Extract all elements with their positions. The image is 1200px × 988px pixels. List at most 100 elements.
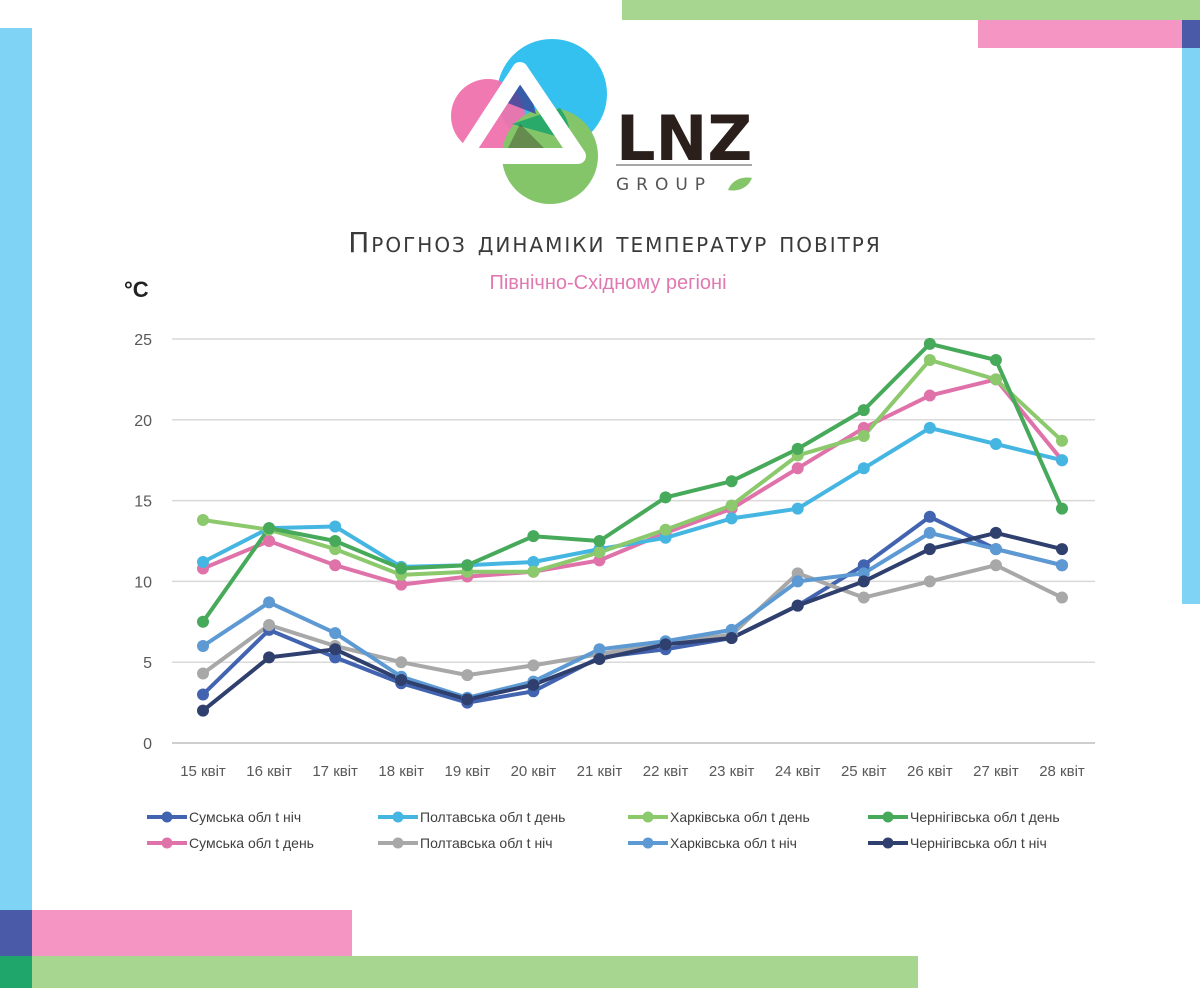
data-point [1056, 543, 1068, 556]
x-tick-label: 26 квіт [907, 763, 953, 780]
data-point [1056, 502, 1068, 515]
data-point [1056, 434, 1068, 447]
data-point [329, 643, 342, 656]
x-tick-label: 21 квіт [577, 763, 623, 780]
data-point [989, 526, 1002, 539]
legend-label: Сумська обл t день [189, 835, 314, 851]
data-point [923, 421, 936, 434]
y-tick-label: 15 [134, 494, 152, 511]
data-point [725, 475, 738, 488]
x-tick-label: 23 квіт [709, 763, 755, 780]
legend-entry: Полтавська обл t ніч [378, 835, 553, 851]
x-tick-label: 27 квіт [973, 763, 1019, 780]
decor-left-teal-square [0, 956, 32, 988]
lnz-group-logo: LNZ GROUP [451, 39, 752, 204]
legend-label: Полтавська обл t день [420, 809, 565, 825]
data-point [989, 438, 1002, 451]
x-tick-label: 17 квіт [312, 763, 358, 780]
legend-label: Чернігівська обл t день [910, 809, 1060, 825]
decor-right-blue-band [1182, 48, 1200, 604]
data-point [461, 693, 474, 706]
chart-title: Прогноз динаміки температур повітря [348, 226, 882, 259]
x-tick-label: 16 квіт [246, 763, 292, 780]
data-point [1056, 559, 1068, 572]
x-tick-label: 28 квіт [1039, 763, 1085, 780]
legend-entry: Сумська обл t ніч [147, 809, 301, 825]
legend-entry: Харківська обл t день [628, 809, 810, 825]
data-point [395, 578, 408, 591]
y-tick-label: 20 [134, 413, 152, 430]
data-point [593, 546, 606, 559]
legend-marker [392, 837, 404, 849]
decor-top-green-band [622, 0, 1182, 20]
legend-entry: Харківська обл t ніч [628, 835, 797, 851]
data-point [395, 656, 408, 669]
data-point [857, 404, 870, 417]
data-point [527, 659, 540, 672]
data-point [329, 627, 342, 640]
data-point [725, 499, 738, 512]
legend-marker [882, 837, 894, 849]
data-point [593, 643, 606, 656]
data-point [527, 556, 540, 569]
legend-label: Сумська обл t ніч [189, 809, 301, 825]
legend-entry: Чернігівська обл t ніч [868, 835, 1047, 851]
data-point [1056, 591, 1068, 604]
y-tick-label: 0 [143, 736, 152, 753]
decor-top-navy-square [1182, 20, 1200, 48]
series-line [202, 425, 1063, 569]
legend-label: Харківська обл t день [670, 809, 810, 825]
data-point [923, 575, 936, 588]
data-point [989, 373, 1002, 386]
data-point [857, 575, 870, 588]
data-point [197, 667, 209, 680]
data-point [395, 562, 408, 575]
data-point [923, 389, 936, 402]
legend-marker [642, 837, 654, 849]
series-line [202, 377, 1064, 587]
data-point [593, 535, 606, 547]
decor-bottom-pink-band [32, 910, 352, 956]
data-point [725, 512, 738, 525]
data-point [1056, 454, 1068, 467]
data-point [197, 615, 209, 628]
chart-subtitle: Північно-Східному регіоні [489, 272, 727, 294]
series-line [202, 358, 1064, 577]
data-point [659, 638, 672, 651]
legend-label: Чернігівська обл t ніч [910, 835, 1047, 851]
data-point [527, 678, 540, 691]
data-point [527, 530, 540, 543]
data-point [791, 442, 804, 455]
x-tick-label: 18 квіт [378, 763, 424, 780]
data-point [197, 513, 209, 526]
y-tick-label: 25 [134, 332, 152, 349]
decor-top-green-square [1182, 0, 1200, 20]
legend-label: Харківська обл t ніч [670, 835, 797, 851]
legend-marker [161, 811, 173, 823]
logo-subtext: GROUP [616, 175, 712, 195]
legend-entry: Полтавська обл t день [378, 809, 565, 825]
x-tick-label: 24 квіт [775, 763, 821, 780]
x-tick-label: 22 квіт [643, 763, 689, 780]
series-line [201, 530, 1063, 713]
data-point [791, 502, 804, 515]
data-point [263, 619, 276, 632]
data-point [527, 565, 540, 578]
data-point [263, 651, 276, 664]
data-point [593, 652, 606, 665]
logo-triangle-icon [456, 62, 586, 164]
data-point [923, 510, 936, 523]
decor-top-pink-band [978, 20, 1182, 48]
x-tick-label: 19 квіт [445, 763, 491, 780]
data-point [659, 491, 672, 504]
y-tick-label: 10 [134, 574, 152, 591]
data-point [329, 559, 342, 572]
decor-bottom-green-band [32, 956, 918, 988]
legend-entry: Сумська обл t день [147, 835, 314, 851]
data-point [857, 462, 870, 475]
data-point [923, 526, 936, 539]
data-point [989, 543, 1002, 556]
data-point [791, 599, 804, 612]
legend-marker [392, 811, 404, 823]
